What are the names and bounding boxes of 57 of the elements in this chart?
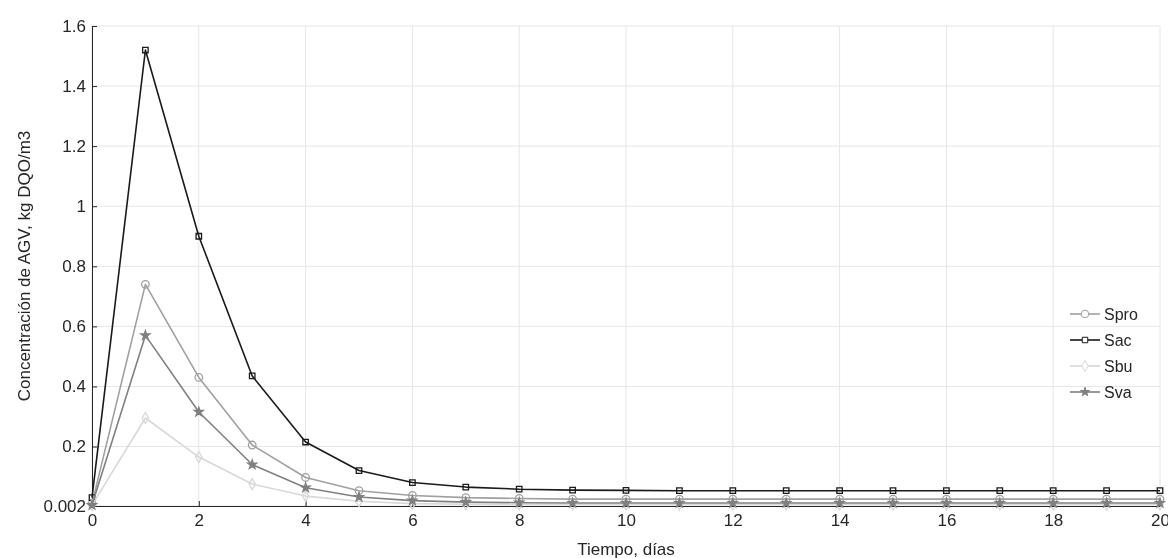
point xyxy=(836,487,843,495)
point xyxy=(194,373,204,382)
point xyxy=(1049,487,1057,495)
point xyxy=(140,279,150,289)
legend-label: Sac xyxy=(1104,331,1132,349)
point xyxy=(142,46,149,54)
legend-label: Sbu xyxy=(1104,357,1133,375)
y-tick-label: 0.4 xyxy=(62,377,86,397)
point xyxy=(301,473,311,482)
point xyxy=(996,487,1004,495)
point xyxy=(248,372,256,380)
legend-label: Sva xyxy=(1104,383,1132,401)
point xyxy=(782,487,790,495)
x-tick-label: 6 xyxy=(408,511,418,531)
y-tick-label: 0.6 xyxy=(62,317,86,337)
y-axis-title: Concentración de AGV, kg DQO/m3 xyxy=(15,130,34,402)
point xyxy=(943,487,950,495)
point xyxy=(247,459,258,470)
point xyxy=(353,491,365,502)
point xyxy=(300,482,311,493)
x-tick-label: 12 xyxy=(723,511,743,531)
y-tick-label: 0.2 xyxy=(62,437,86,457)
point xyxy=(193,406,204,417)
point xyxy=(889,487,897,495)
point xyxy=(1156,487,1164,495)
point xyxy=(676,487,683,495)
x-tick-label: 0 xyxy=(87,511,98,531)
point xyxy=(569,486,576,494)
y-tick-label: 1.4 xyxy=(62,77,86,97)
x-tick-label: 16 xyxy=(937,511,957,531)
x-tick-label: 10 xyxy=(617,511,636,531)
y-tick-label: 1.6 xyxy=(62,16,86,36)
point xyxy=(1103,487,1110,495)
y-tick-label: 0.002 xyxy=(43,496,86,516)
point xyxy=(515,485,523,493)
point xyxy=(195,232,203,240)
x-tick-label: 18 xyxy=(1044,511,1064,531)
point xyxy=(729,487,737,495)
point xyxy=(355,467,363,474)
x-tick-label: 14 xyxy=(830,511,850,531)
point xyxy=(247,440,257,450)
point xyxy=(407,495,418,506)
point xyxy=(622,486,630,494)
point xyxy=(409,479,416,486)
x-axis-title: Tiempo, días xyxy=(577,540,675,558)
y-tick-label: 0.8 xyxy=(62,257,86,277)
point xyxy=(460,496,471,507)
point xyxy=(302,438,309,446)
legend-label: Spro xyxy=(1104,305,1138,323)
y-tick-label: 1 xyxy=(76,197,86,217)
point xyxy=(354,486,364,496)
point xyxy=(407,491,417,500)
x-tick-label: 8 xyxy=(514,511,525,531)
x-tick-label: 4 xyxy=(301,511,311,531)
point xyxy=(462,483,470,491)
x-tick-label: 2 xyxy=(194,511,205,531)
y-tick-label: 1.2 xyxy=(62,137,86,157)
